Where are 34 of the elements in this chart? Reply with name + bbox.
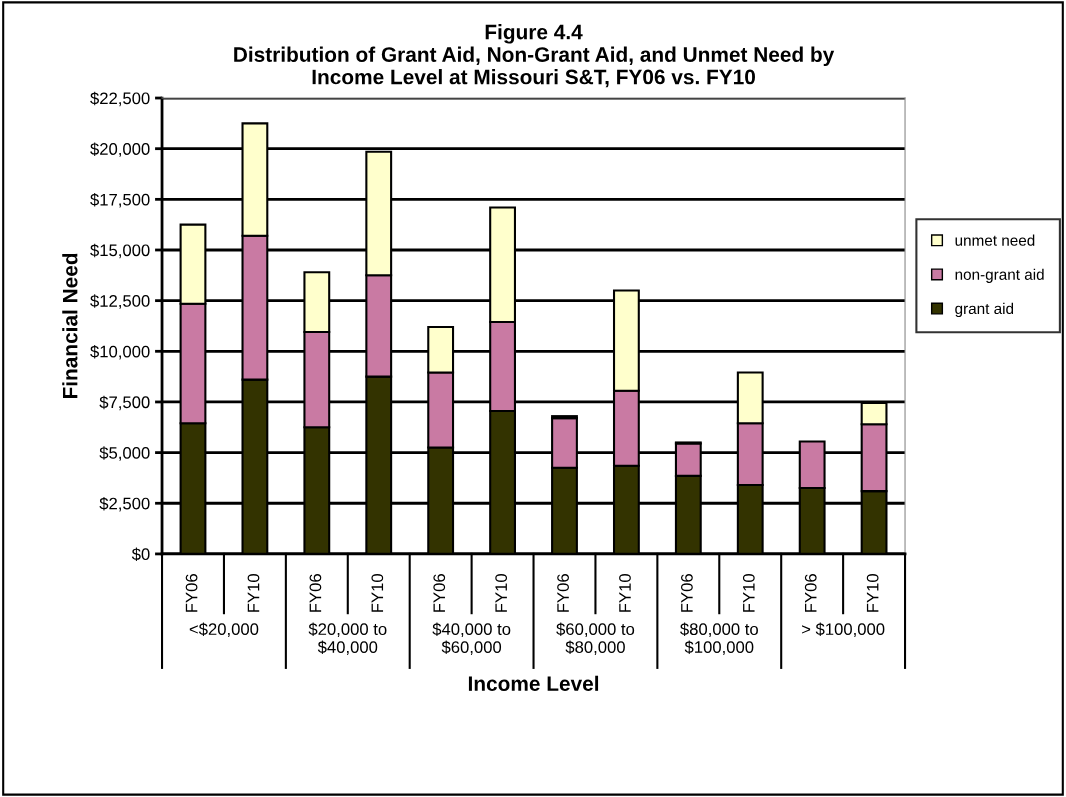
text: <$20,000 bbox=[189, 622, 259, 638]
y-tick-label: $0 bbox=[131, 547, 150, 562]
x-tick-label: FY10 bbox=[742, 574, 755, 612]
x-axis-title: Income Level bbox=[468, 675, 599, 692]
legend-label: unmet need bbox=[955, 234, 1035, 246]
text: $60,000 to $80,000 bbox=[556, 622, 635, 655]
y-tick-label: $12,500 bbox=[90, 294, 150, 309]
text: $80,000 to $100,000 bbox=[680, 622, 758, 655]
y-tick-label: $10,000 bbox=[90, 345, 150, 360]
x-tick-label: FY06 bbox=[804, 574, 817, 612]
x-tick-label: FY06 bbox=[309, 574, 322, 612]
y-tick-label: $2,500 bbox=[99, 496, 150, 512]
x-tick-label: FY06 bbox=[185, 574, 198, 612]
x-tick-label: FY06 bbox=[433, 574, 446, 612]
y-tick-label: $22,500 bbox=[90, 91, 150, 107]
text: $40,000 to $60,000 bbox=[432, 622, 511, 655]
y-tick-label: $17,500 bbox=[90, 193, 150, 208]
text: > $100,000 bbox=[802, 622, 885, 638]
x-tick-label: FY06 bbox=[681, 574, 693, 612]
y-tick-label: $5,000 bbox=[99, 446, 150, 461]
y-tick-label: $20,000 bbox=[90, 142, 150, 157]
x-tick-label: FY06 bbox=[557, 574, 569, 612]
chart-title: Figure 4.4 Distribution of Grant Aid, Non-Grant Aid, and Unmet Need by Income Level at Missouri S&T, FY06 vs. FY10 bbox=[234, 24, 835, 88]
x-tick-label: FY10 bbox=[619, 574, 631, 612]
x-tick-label: FY10 bbox=[495, 574, 508, 612]
text: $20,000 to $40,000 bbox=[308, 622, 387, 655]
y-tick-label: $15,000 bbox=[90, 243, 150, 259]
legend-label: grant aid bbox=[955, 302, 1014, 318]
y-tick-label: $7,500 bbox=[99, 395, 150, 411]
y-axis-title: Financial Need bbox=[62, 253, 78, 399]
x-tick-label: FY10 bbox=[371, 574, 384, 612]
x-tick-label: FY10 bbox=[247, 574, 260, 612]
x-tick-label: FY10 bbox=[866, 574, 879, 612]
legend-label: non-grant aid bbox=[955, 268, 1044, 283]
